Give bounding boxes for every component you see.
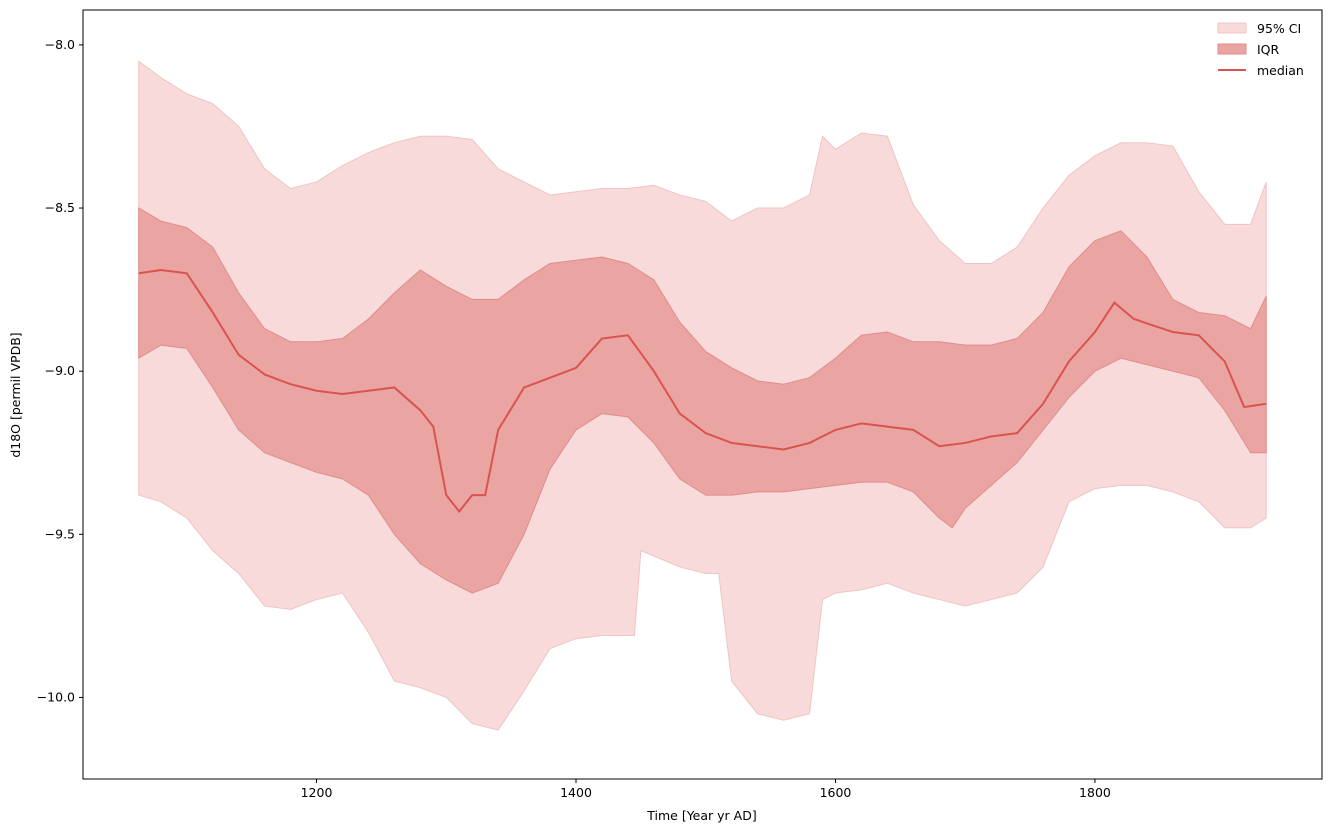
y-tick-label: −10.0 <box>37 689 75 704</box>
x-tick-label: 1800 <box>1079 785 1111 800</box>
x-tick-label: 1600 <box>820 785 852 800</box>
y-tick-label: −9.5 <box>45 526 75 541</box>
x-tick-label: 1200 <box>301 785 333 800</box>
plot-frame <box>82 9 1323 780</box>
x-tick-label: 1400 <box>560 785 592 800</box>
legend-swatch-ci <box>1217 22 1247 34</box>
legend-label-ci: 95% CI <box>1257 21 1301 36</box>
legend-label-iqr: IQR <box>1257 42 1280 57</box>
x-axis-label: Time [Year yr AD] <box>646 808 756 823</box>
median-line <box>138 269 1267 514</box>
legend: 95% CI IQR median <box>1217 21 1304 78</box>
legend-swatch-iqr <box>1217 43 1247 55</box>
iqr-band <box>138 207 1267 594</box>
y-axis-label: d18O [permil VPDB] <box>8 332 23 457</box>
y-tick-label: −9.0 <box>45 363 75 378</box>
y-tick-label: −8.5 <box>45 200 75 215</box>
y-tick-label: −8.0 <box>45 37 75 52</box>
legend-label-median: median <box>1257 63 1304 78</box>
